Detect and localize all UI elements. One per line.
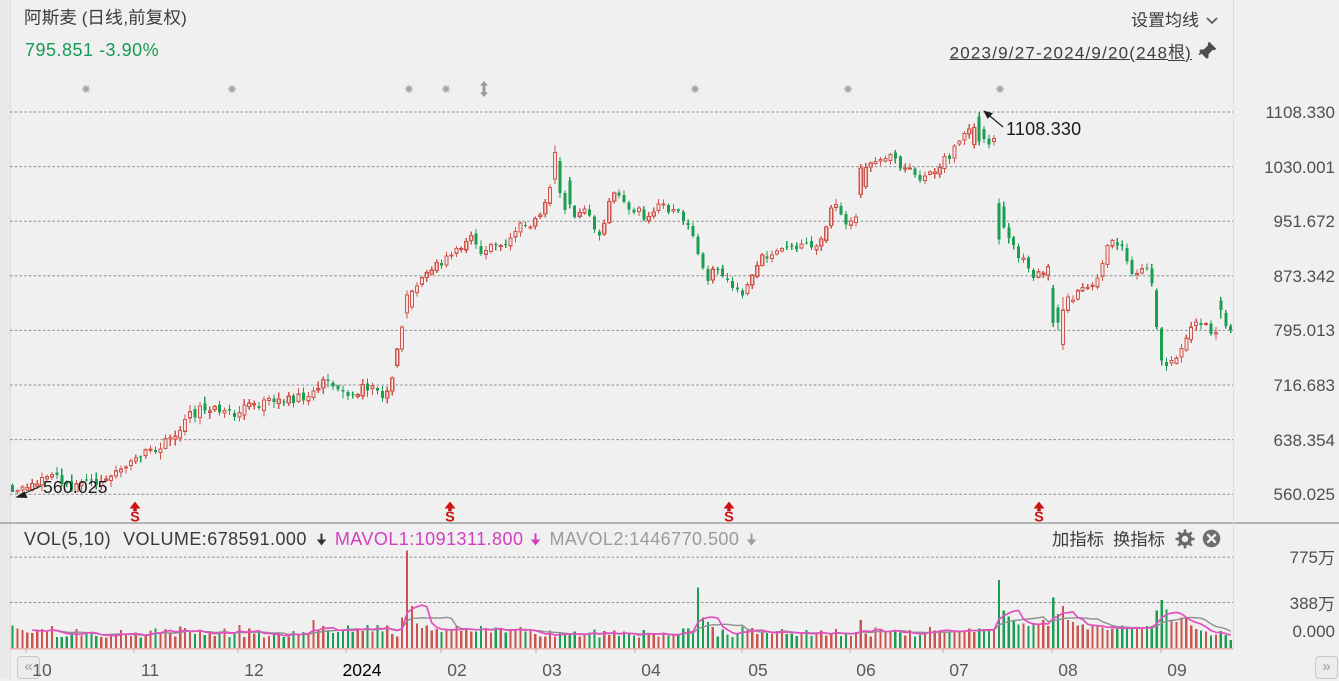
svg-text:S: S: [1034, 510, 1044, 526]
svg-text:S: S: [445, 510, 455, 526]
svg-text:S: S: [130, 510, 140, 526]
svg-text:S: S: [724, 510, 734, 526]
